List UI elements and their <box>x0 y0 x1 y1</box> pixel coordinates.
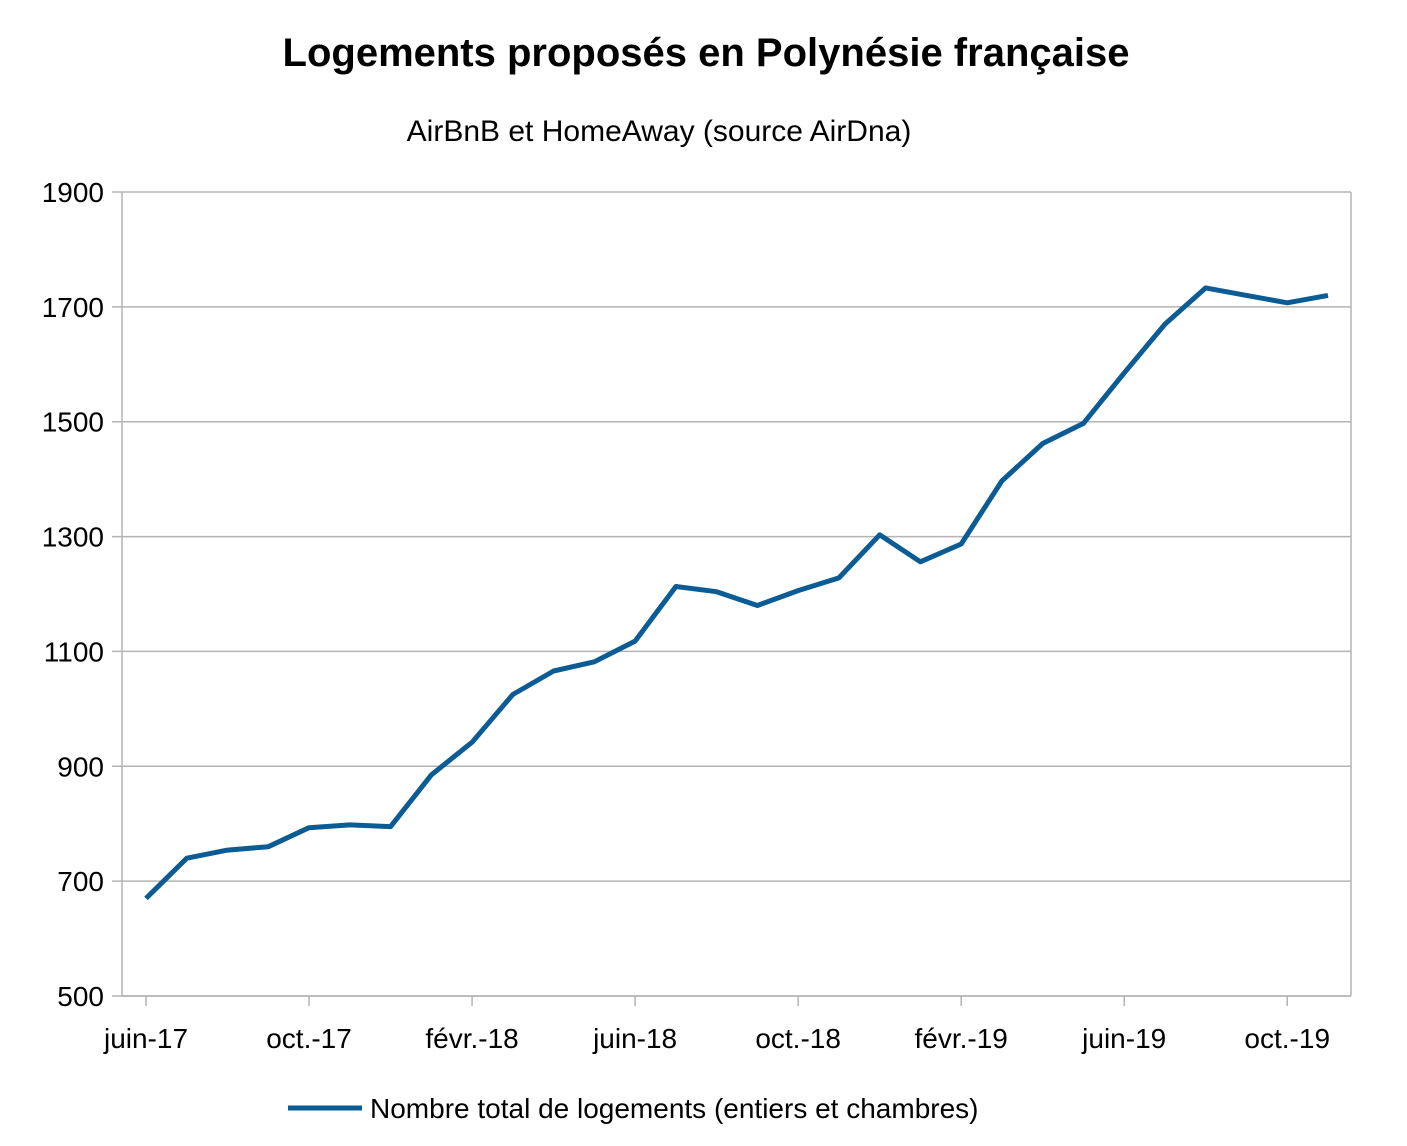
data-point <box>551 668 557 674</box>
data-point <box>1162 321 1168 327</box>
data-point <box>999 478 1005 484</box>
data-point <box>591 659 597 665</box>
gridlines <box>112 191 1351 997</box>
data-point <box>265 844 271 850</box>
y-tick-label: 700 <box>57 866 104 897</box>
data-point <box>1121 370 1127 376</box>
data-point <box>1243 292 1249 298</box>
x-tick-label: févr.-19 <box>914 1023 1007 1054</box>
y-tick-label: 1900 <box>42 177 104 208</box>
data-point <box>225 847 231 853</box>
data-point <box>673 584 679 590</box>
data-point <box>795 588 801 594</box>
y-tick-label: 1500 <box>42 407 104 438</box>
y-axis-ticks: 500 700 900 1100 1300 1500 1700 1900 <box>42 177 104 1012</box>
chart-subtitle: AirBnB et HomeAway (source AirDna) <box>407 115 912 148</box>
x-axis-ticks: juin-17 oct.-17 févr.-18 juin-18 oct.-18 févr… <box>103 996 1330 1054</box>
x-tick-label: oct.-18 <box>755 1023 841 1054</box>
data-point <box>428 772 434 778</box>
data-point <box>306 825 312 831</box>
axes <box>121 192 1352 997</box>
data-point <box>632 638 638 644</box>
data-point <box>143 895 149 901</box>
data-point <box>510 692 516 698</box>
y-tick-label: 1100 <box>44 636 104 667</box>
legend-label: Nombre total de logements (entiers et ch… <box>370 1093 979 1124</box>
data-point <box>388 824 394 830</box>
x-tick-label: oct.-19 <box>1244 1023 1330 1054</box>
x-tick-label: juin-17 <box>103 1023 188 1054</box>
y-tick-label: 1700 <box>42 292 104 323</box>
legend: Nombre total de logements (entiers et ch… <box>288 1093 979 1124</box>
data-point <box>184 855 190 861</box>
x-tick-label: juin-19 <box>1081 1023 1166 1054</box>
y-tick-label: 1300 <box>42 522 104 553</box>
data-point <box>1040 441 1046 447</box>
data-point <box>958 541 964 547</box>
data-point <box>917 559 923 565</box>
series-group <box>143 285 1331 901</box>
data-point <box>1284 300 1290 306</box>
data-point <box>469 739 475 745</box>
x-tick-label: oct.-17 <box>266 1023 352 1054</box>
chart-title: Logements proposés en Polynésie français… <box>283 31 1130 75</box>
data-point <box>754 602 760 608</box>
data-point <box>1080 420 1086 426</box>
y-tick-label: 900 <box>57 751 104 782</box>
data-point <box>714 589 720 595</box>
data-point <box>1203 285 1209 291</box>
x-tick-label: juin-18 <box>592 1023 677 1054</box>
series-line <box>144 285 1329 901</box>
x-tick-label: févr.-18 <box>425 1023 518 1054</box>
data-point <box>877 532 883 538</box>
data-point <box>836 575 842 581</box>
data-point <box>347 822 353 828</box>
y-tick-label: 500 <box>57 981 104 1012</box>
data-point <box>1325 292 1331 298</box>
